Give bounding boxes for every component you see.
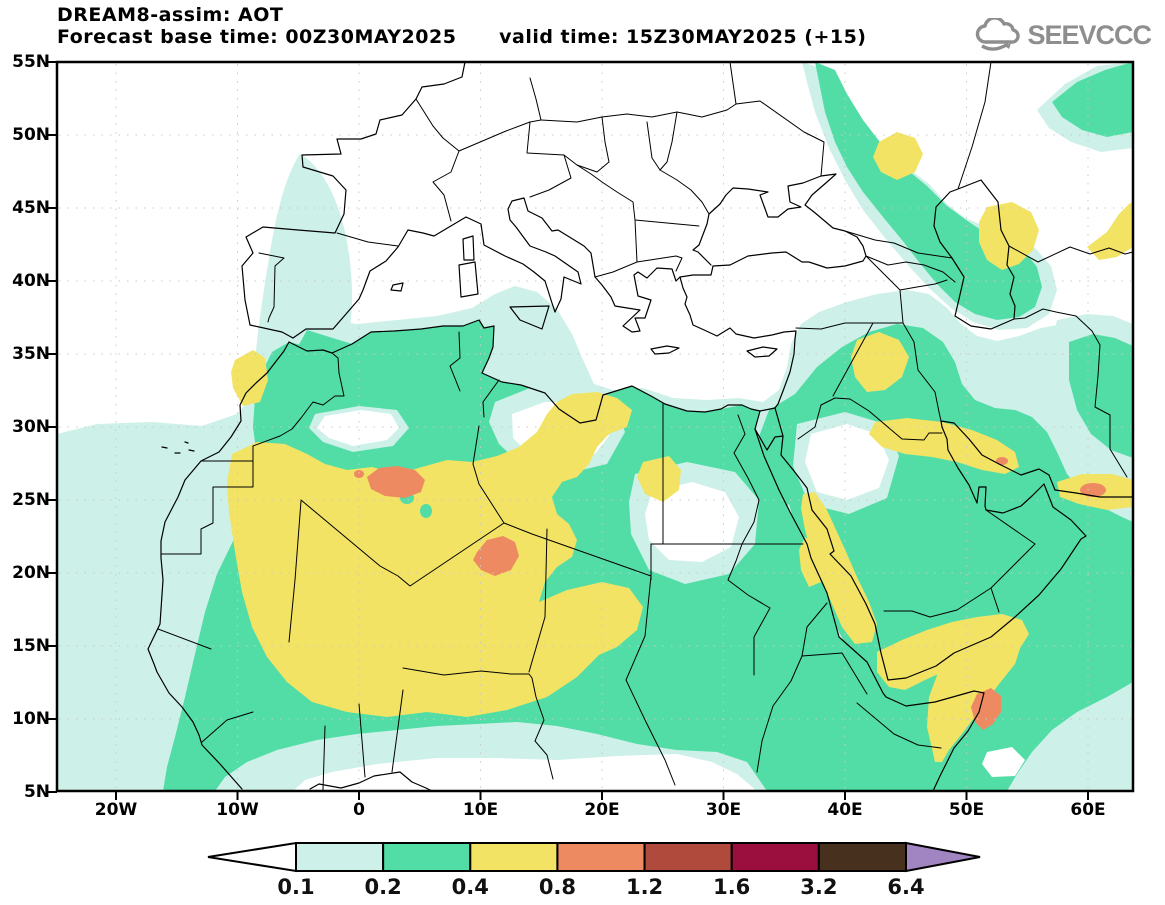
lon-tick-label: 20W (94, 800, 138, 820)
axis-ticks (48, 61, 1089, 800)
colorbar-tick-label: 0.1 (277, 875, 315, 899)
cloud-icon (976, 18, 1021, 51)
colorbar-tick-label: 0.4 (451, 875, 489, 899)
plot-subtitle-times: Forecast base time: 00Z30MAY2025 valid t… (57, 26, 867, 48)
lon-tick-label: 60E (1070, 800, 1106, 820)
plot-title: DREAM8-assim: AOT (57, 4, 284, 26)
colorbar-tick-label: 6.4 (887, 875, 925, 899)
seevccc-logo: SEEVCCC (975, 18, 1152, 52)
lat-tick-label: 15N (12, 636, 50, 656)
coastlines (147, 61, 1134, 792)
lon-tick-label: 50E (948, 800, 985, 820)
lon-tick-label: 40E (827, 800, 863, 820)
logo-text: SEEVCCC (1027, 19, 1152, 50)
map-area (55, 60, 1135, 793)
contour-level-0.8 (354, 457, 1106, 730)
colorbar-tick-label: 3.2 (800, 875, 838, 899)
lon-tick-label: 10W (216, 800, 259, 820)
lon-tick-label: 0 (353, 800, 365, 820)
lon-tick-label: 10E (462, 800, 499, 820)
lat-tick-label: 20N (12, 563, 50, 583)
lat-tick-label: 5N (23, 782, 50, 802)
lat-tick-label: 35N (12, 344, 50, 364)
lon-tick-label: 30E (705, 800, 742, 820)
colorbar-tick-label: 0.8 (538, 875, 577, 899)
lat-tick-label: 40N (12, 271, 50, 291)
colorbar-tick-label: 1.6 (713, 875, 751, 899)
lat-tick-label: 25N (12, 490, 50, 510)
country-borders (157, 61, 1134, 791)
lon-tick-label: 20E (584, 800, 620, 820)
gridlines (59, 64, 1131, 789)
lat-tick-label: 10N (12, 709, 50, 729)
lat-tick-label: 50N (12, 125, 50, 145)
lat-tick-label: 55N (12, 52, 50, 72)
lat-tick-label: 30N (12, 417, 50, 437)
lat-tick-label: 45N (12, 198, 50, 218)
colorbar (207, 841, 981, 873)
colorbar-tick-label: 1.2 (625, 875, 664, 899)
colorbar-tick-label: 0.2 (364, 875, 402, 899)
